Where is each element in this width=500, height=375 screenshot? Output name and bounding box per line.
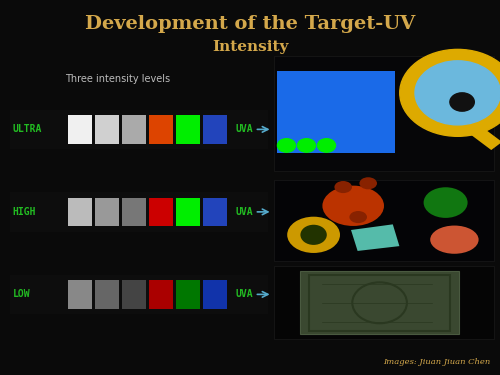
- Circle shape: [415, 61, 500, 125]
- Text: Development of the Target-UV: Development of the Target-UV: [85, 15, 415, 33]
- Bar: [122, 198, 146, 226]
- Ellipse shape: [360, 177, 377, 189]
- Circle shape: [278, 139, 295, 152]
- Bar: [10, 110, 268, 149]
- Text: HIGH: HIGH: [12, 207, 36, 217]
- Bar: [10, 192, 268, 231]
- Text: Three intensity levels: Three intensity levels: [65, 74, 170, 84]
- Text: UVA: UVA: [236, 290, 253, 299]
- Bar: [176, 115, 200, 144]
- Ellipse shape: [424, 187, 468, 218]
- Bar: [276, 71, 396, 153]
- Bar: [94, 115, 119, 144]
- Ellipse shape: [287, 217, 340, 253]
- Bar: [148, 280, 173, 309]
- Bar: [300, 272, 459, 334]
- Bar: [148, 115, 173, 144]
- Text: Images: Jiuan Jiuan Chen: Images: Jiuan Jiuan Chen: [383, 358, 490, 366]
- Bar: [148, 198, 173, 226]
- Bar: [202, 280, 227, 309]
- Text: LOW: LOW: [12, 290, 30, 299]
- Text: UVA: UVA: [236, 124, 253, 134]
- Text: UVA: UVA: [236, 207, 253, 217]
- Bar: [94, 280, 119, 309]
- Bar: [176, 280, 200, 309]
- Bar: [202, 198, 227, 226]
- Ellipse shape: [334, 181, 352, 193]
- Circle shape: [400, 50, 500, 136]
- Bar: [68, 280, 92, 309]
- Text: ULTRA: ULTRA: [12, 124, 42, 134]
- Circle shape: [318, 139, 336, 152]
- Text: Intensity: Intensity: [212, 40, 288, 54]
- Bar: [10, 274, 268, 314]
- Ellipse shape: [430, 225, 478, 254]
- Ellipse shape: [322, 186, 384, 226]
- Bar: [274, 56, 494, 171]
- Bar: [274, 180, 494, 261]
- Circle shape: [298, 139, 316, 152]
- Bar: [94, 198, 119, 226]
- Bar: [68, 198, 92, 226]
- Polygon shape: [351, 224, 400, 251]
- Bar: [202, 115, 227, 144]
- Bar: [122, 280, 146, 309]
- Bar: [274, 266, 494, 339]
- Ellipse shape: [300, 225, 327, 245]
- Bar: [176, 198, 200, 226]
- Bar: [309, 275, 450, 331]
- Ellipse shape: [350, 211, 367, 223]
- Bar: [459, 118, 500, 150]
- Bar: [122, 115, 146, 144]
- Bar: [68, 115, 92, 144]
- Circle shape: [450, 93, 474, 111]
